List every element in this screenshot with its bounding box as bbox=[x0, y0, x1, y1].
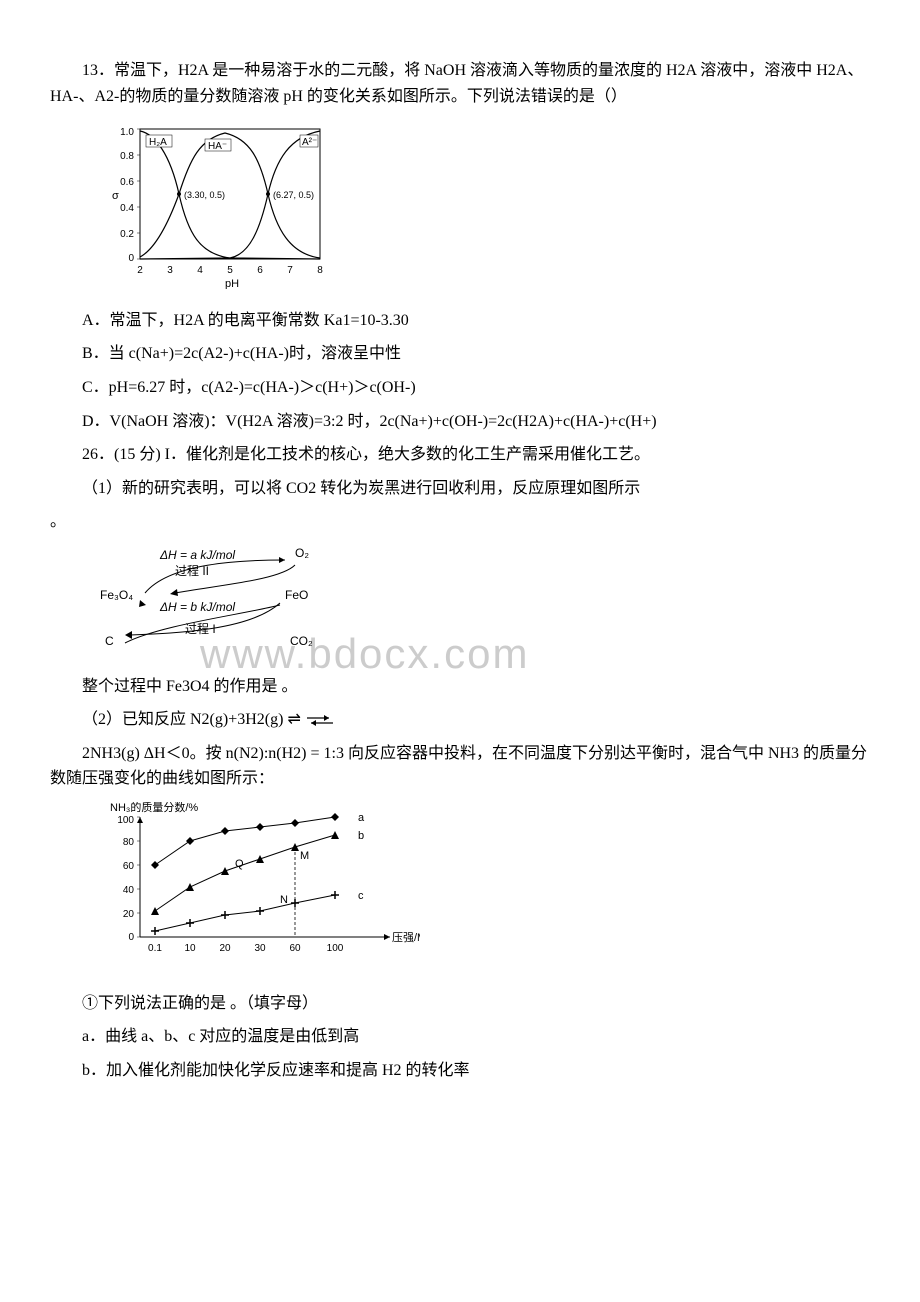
q26-q2-1: ①下列说法正确的是 。（填字母） bbox=[50, 991, 870, 1017]
ptN: N bbox=[280, 894, 288, 906]
q13-optC: C．pH=6.27 时，c(A2-)=c(HA-)＞c(H+)＞c(OH-) bbox=[50, 375, 870, 401]
xtick: 2 bbox=[137, 265, 143, 276]
pt1-label: (3.30, 0.5) bbox=[184, 190, 225, 200]
ytick: 60 bbox=[123, 861, 135, 872]
ytick: 0 bbox=[128, 253, 134, 264]
xtick: 4 bbox=[197, 265, 203, 276]
pt2-label: (6.27, 0.5) bbox=[273, 190, 314, 200]
xtick: 6 bbox=[257, 265, 263, 276]
q26-q2-1b: b．加入催化剂能加快化学反应速率和提高 H2 的转化率 bbox=[50, 1058, 870, 1084]
ytick: 40 bbox=[123, 885, 135, 896]
ylabel: σ bbox=[112, 190, 119, 202]
xtick: 7 bbox=[287, 265, 293, 276]
xtick: 20 bbox=[219, 943, 231, 954]
label-ha: HA⁻ bbox=[208, 141, 227, 152]
label-a2: A²⁻ bbox=[302, 137, 317, 148]
q26-q2-1a: a．曲线 a、b、c 对应的温度是由低到高 bbox=[50, 1024, 870, 1050]
dh-a: ΔH = a kJ/mol bbox=[159, 548, 235, 562]
q13-stem: 13．常温下，H2A 是一种易溶于水的二元酸，将 NaOH 溶液滴入等物质的量浓… bbox=[50, 58, 870, 109]
c-label: C bbox=[105, 634, 114, 648]
ytick: 0.2 bbox=[120, 229, 134, 240]
feo: FeO bbox=[285, 588, 308, 602]
co2-label: CO₂ bbox=[290, 634, 313, 648]
xtick: 5 bbox=[227, 265, 233, 276]
chart-distribution: 0 0.2 0.4 0.6 0.8 1.0 bbox=[100, 119, 870, 298]
q13-optA: A．常温下，H2A 的电离平衡常数 Ka1=10-3.30 bbox=[50, 308, 870, 334]
o2-label: O₂ bbox=[295, 546, 309, 560]
ytick: 100 bbox=[117, 815, 134, 826]
xtick: 30 bbox=[254, 943, 266, 954]
xtick: 3 bbox=[167, 265, 173, 276]
xtick: 0.1 bbox=[148, 943, 162, 954]
q26-p2b: 2NH3(g) ΔH＜0。按 n(N2):n(H2) = 1:3 向反应容器中投… bbox=[50, 741, 870, 792]
series-c-label: c bbox=[358, 890, 364, 902]
ytick: 80 bbox=[123, 837, 135, 848]
ytick: 1.0 bbox=[120, 127, 134, 138]
q26-p1b: 。 bbox=[50, 509, 870, 535]
q26-p1-ans: 整个过程中 Fe3O4 的作用是 。 bbox=[50, 674, 870, 700]
ylabel: NH₃的质量分数/% bbox=[110, 802, 198, 814]
series-b-markers bbox=[151, 831, 339, 915]
xtick: 10 bbox=[184, 943, 196, 954]
ptQ: Q bbox=[235, 858, 244, 870]
xtick: 100 bbox=[327, 943, 344, 954]
q13-optD: D．V(NaOH 溶液)：V(H2A 溶液)=3:2 时，2c(Na+)+c(O… bbox=[50, 409, 870, 435]
q26-p1: （1）新的研究表明，可以将 CO2 转化为炭黑进行回收利用，反应原理如图所示 bbox=[50, 476, 870, 502]
ptM: M bbox=[300, 850, 309, 862]
proc2: 过程 II bbox=[175, 563, 209, 578]
dh-b: ΔH = b kJ/mol bbox=[159, 600, 235, 614]
equilibrium-arrow-icon bbox=[305, 714, 335, 726]
ytick: 0.4 bbox=[120, 203, 134, 214]
series-a-label: a bbox=[358, 812, 365, 824]
label-h2a: H₂A bbox=[149, 137, 167, 148]
q26-p2: （2）已知反应 N2(g)+3H2(g) ⇌ bbox=[50, 707, 870, 733]
xtick: 60 bbox=[289, 943, 301, 954]
series-c-line bbox=[155, 895, 335, 931]
fe3o4: Fe₃O₄ bbox=[100, 588, 133, 602]
diagram-cycle: O₂ ΔH = a kJ/mol 过程 II Fe₃O₄ FeO ΔH = b bbox=[100, 545, 870, 664]
q13-optB: B．当 c(Na+)=2c(A2-)+c(HA-)时，溶液呈中性 bbox=[50, 341, 870, 367]
proc1: 过程 I bbox=[185, 621, 216, 636]
series-b-label: b bbox=[358, 830, 364, 842]
ytick: 0 bbox=[128, 932, 134, 943]
series-a-markers bbox=[151, 813, 339, 869]
ytick: 20 bbox=[123, 909, 135, 920]
xlabel: 压强/MPa bbox=[392, 931, 420, 944]
ytick: 0.8 bbox=[120, 151, 134, 162]
chart-nh3: 0 20 40 60 80 100 bbox=[100, 802, 870, 981]
xtick: 8 bbox=[317, 265, 323, 276]
q26-stem: 26．(15 分) I．催化剂是化工技术的核心，绝大多数的化工生产需采用催化工艺… bbox=[50, 442, 870, 468]
ytick: 0.6 bbox=[120, 177, 134, 188]
xlabel: pH bbox=[225, 278, 239, 289]
